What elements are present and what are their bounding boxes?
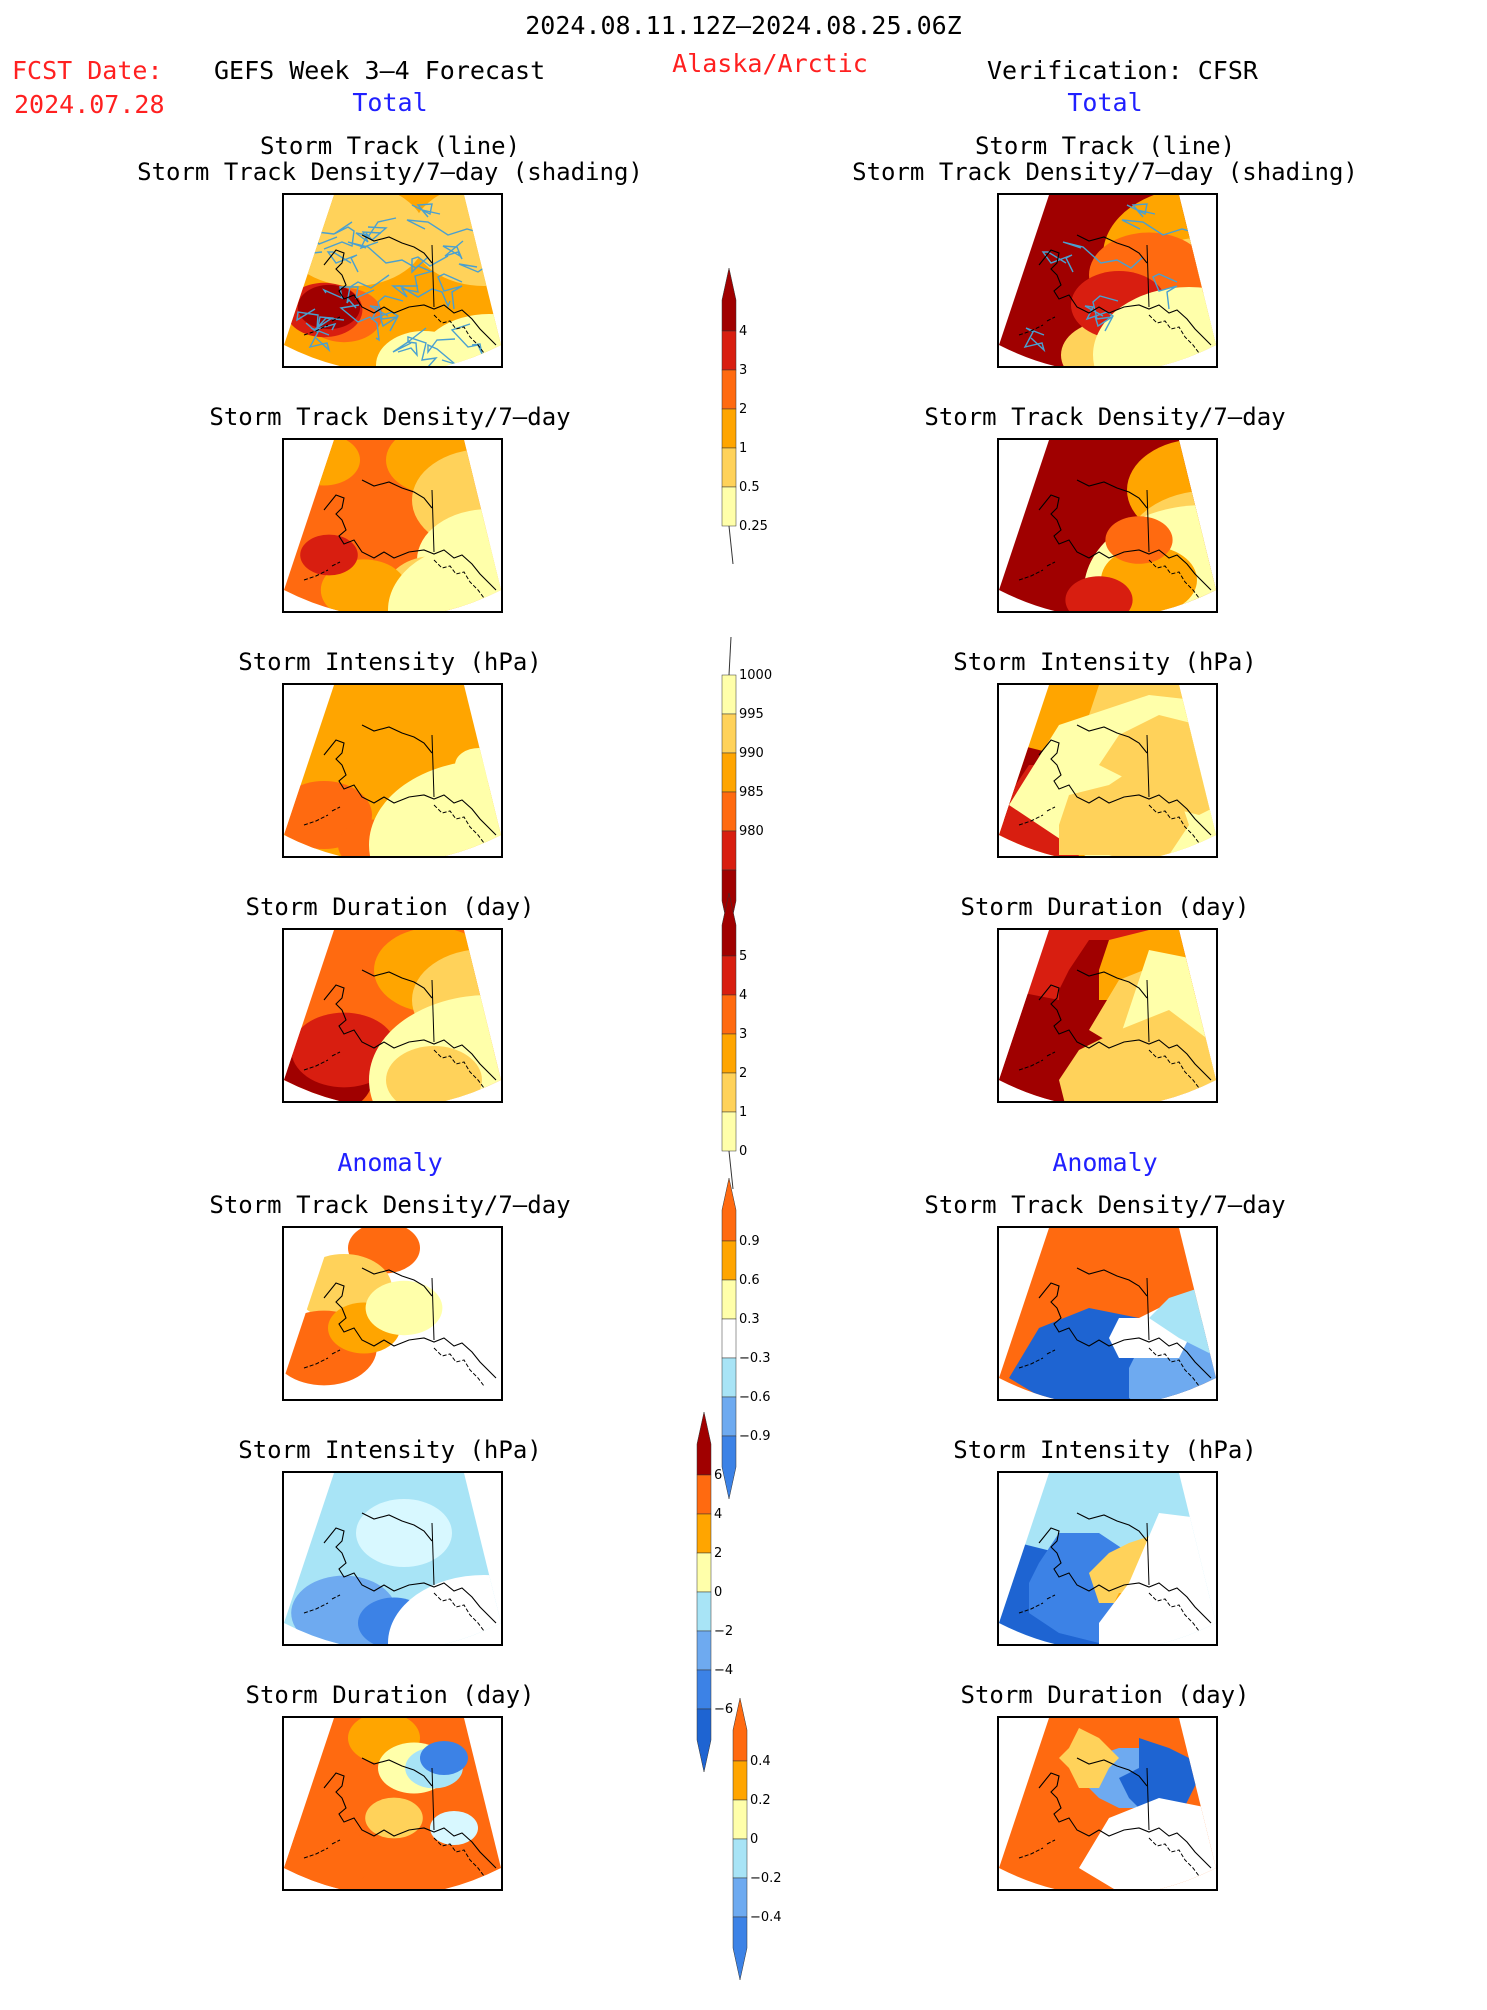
title-track-density-right: Storm Track Density/7–day (924, 403, 1286, 431)
colorbar-tick-label: −0.3 (739, 1351, 771, 1366)
title-intensity-right: Storm Intensity (hPa) (953, 648, 1257, 676)
map-duration-left (282, 928, 503, 1103)
alaska-outline-map (284, 440, 501, 611)
model-title: GEFS Week 3–4 Forecast (214, 56, 546, 85)
colorbar-tick-label: 2 (739, 402, 747, 417)
anomaly-label-right: Anomaly (1052, 1148, 1158, 1177)
colorbar-tick-label: 0.5 (739, 480, 760, 495)
verification-title: Verification: CFSR (987, 56, 1258, 85)
colorbar-tick-label: 985 (739, 785, 764, 800)
title-anom-duration-right: Storm Duration (day) (960, 1681, 1250, 1709)
title-anom-density-right: Storm Track Density/7–day (924, 1191, 1286, 1219)
title-track-line-right: Storm Track (line) (974, 132, 1236, 160)
alaska-outline-map (284, 195, 501, 366)
alaska-outline-map (999, 1473, 1216, 1644)
title-anom-duration-left: Storm Duration (day) (245, 1681, 535, 1709)
colorbar-tick-label: 995 (739, 707, 764, 722)
map-track-line-right (997, 193, 1218, 368)
map-anom-duration-left (282, 1716, 503, 1891)
colorbar-tick-label: 1 (739, 1105, 747, 1120)
fcst-date-label: FCST Date: (12, 56, 163, 85)
map-intensity-left (282, 683, 503, 858)
title-anom-density-left: Storm Track Density/7–day (209, 1191, 571, 1219)
colorbar-tick-label: −4 (714, 1663, 733, 1678)
colorbar-tick-label: 980 (739, 824, 764, 839)
colorbar-tick-label: 990 (739, 746, 764, 761)
colorbar-tick-label: 4 (739, 988, 747, 1003)
colorbar-tick-label: 1 (739, 441, 747, 456)
alaska-outline-map (999, 1228, 1216, 1399)
colorbar-tick-label: −0.6 (739, 1390, 771, 1405)
title-track-density-left: Storm Track Density/7–day (209, 403, 571, 431)
map-duration-right (997, 928, 1218, 1103)
colorbar-tick-label: −0.4 (750, 1910, 782, 1925)
colorbar-tick-label: 4 (739, 324, 747, 339)
alaska-outline-map (999, 1718, 1216, 1889)
alaska-outline-map (999, 930, 1216, 1101)
colorbar-tick-label: 3 (739, 363, 747, 378)
title-intensity-left: Storm Intensity (hPa) (238, 648, 542, 676)
alaska-outline-map (284, 1473, 501, 1644)
colorbar-tick-label: −2 (714, 1624, 733, 1639)
alaska-outline-map (284, 1718, 501, 1889)
total-label-left: Total (352, 88, 428, 117)
map-anom-density-right (997, 1226, 1218, 1401)
title-track-line-left: Storm Track (line) (259, 132, 521, 160)
colorbar-tick-label: 0.3 (739, 1312, 760, 1327)
colorbar-tick-label: −0.9 (739, 1429, 771, 1444)
title-duration-left: Storm Duration (day) (245, 893, 535, 921)
colorbar-density-anomaly: 0.9 0.6 0.3 −0.3 −0.6 −0.9 (721, 1172, 792, 1529)
colorbar-tick-label: 0.25 (739, 519, 768, 534)
alaska-outline-map (999, 195, 1216, 366)
alaska-outline-map (999, 440, 1216, 611)
alaska-outline-map (999, 685, 1216, 856)
colorbar-tick-label: 0.2 (750, 1793, 771, 1808)
colorbar-tick-label: 0.9 (739, 1234, 760, 1249)
map-anom-intensity-left (282, 1471, 503, 1646)
colorbar-tick-label: 5 (739, 949, 747, 964)
colorbar-duration-anomaly: 0.4 0.2 0 −0.2 −0.4 (732, 1692, 803, 2010)
title-anom-intensity-right: Storm Intensity (hPa) (953, 1436, 1257, 1464)
forecast-period: 2024.08.11.12Z–2024.08.25.06Z (525, 11, 962, 40)
map-track-density-left (282, 438, 503, 613)
colorbar-intensity-anomaly: 6 4 2 0 −2 −4 −6 (696, 1406, 767, 1802)
colorbar-tick-label: 2 (739, 1066, 747, 1081)
colorbar-tick-label: 3 (739, 1027, 747, 1042)
map-intensity-right (997, 683, 1218, 858)
anomaly-label-left: Anomaly (337, 1148, 443, 1177)
map-track-density-right (997, 438, 1218, 613)
region-title: Alaska/Arctic (672, 49, 868, 78)
map-track-line-left (282, 193, 503, 368)
colorbar-density: 4 3 2 1 0.5 0.25 (721, 262, 792, 580)
title-track-density-shading-right: Storm Track Density/7–day (shading) (852, 158, 1358, 186)
alaska-outline-map (284, 1228, 501, 1399)
title-track-density-shading-left: Storm Track Density/7–day (shading) (137, 158, 643, 186)
alaska-outline-map (284, 930, 501, 1101)
colorbar-tick-label: 2 (714, 1546, 722, 1561)
colorbar-tick-label: 0.4 (750, 1754, 771, 1769)
map-anom-duration-right (997, 1716, 1218, 1891)
colorbar-tick-label: 4 (714, 1507, 722, 1522)
title-anom-intensity-left: Storm Intensity (hPa) (238, 1436, 542, 1464)
title-duration-right: Storm Duration (day) (960, 893, 1250, 921)
colorbar-tick-label: 6 (714, 1468, 722, 1483)
colorbar-tick-label: 1000 (739, 668, 772, 683)
fcst-date-value: 2024.07.28 (14, 90, 165, 119)
total-label-right: Total (1067, 88, 1143, 117)
map-anom-density-left (282, 1226, 503, 1401)
colorbar-tick-label: −0.2 (750, 1871, 782, 1886)
map-anom-intensity-right (997, 1471, 1218, 1646)
colorbar-tick-label: 0 (714, 1585, 722, 1600)
colorbar-tick-label: −6 (714, 1702, 733, 1717)
colorbar-tick-label: 0.6 (739, 1273, 760, 1288)
colorbar-duration: 5 4 3 2 1 0 (721, 887, 792, 1205)
colorbar-tick-label: 0 (750, 1832, 758, 1847)
alaska-outline-map (284, 685, 501, 856)
colorbar-tick-label: 0 (739, 1144, 747, 1159)
